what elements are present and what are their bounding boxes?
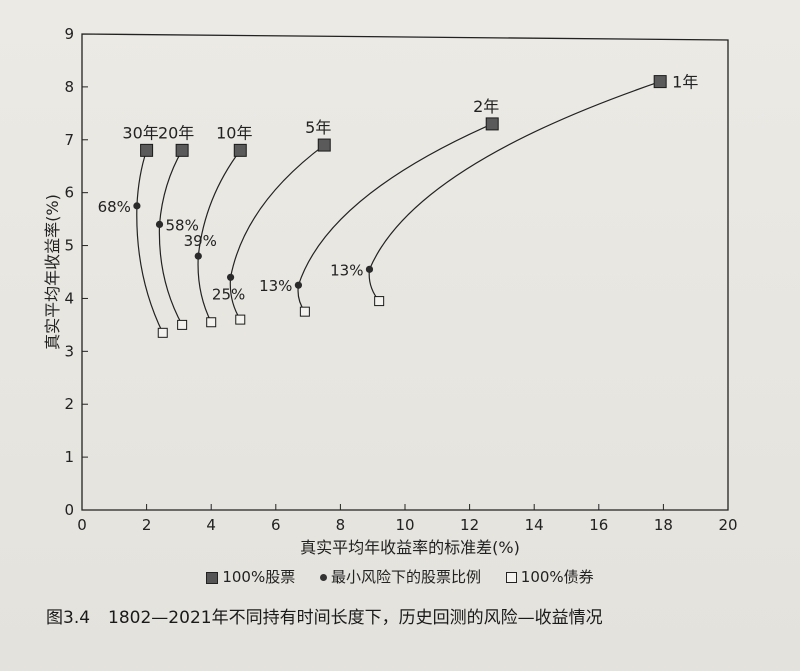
x-tick-label: 2 [142,516,152,534]
figure-caption-text: 1802—2021年不同持有时间长度下，历史回测的风险—收益情况 [108,608,603,628]
figure-number: 图3.4 [46,608,91,628]
chart-legend: 100%股票 最小风险下的股票比例 100%债券 [0,566,800,587]
minrisk-point [294,281,303,289]
y-tick-label: 3 [64,342,74,360]
bond-point [206,317,217,328]
plot-frame [81,33,729,511]
x-tick-label: 4 [206,516,216,534]
stock-point [653,75,667,89]
minrisk-label: 68% [98,198,131,216]
horizon-label: 20年 [158,123,194,142]
y-tick-label: 0 [64,501,74,519]
stock-point [485,117,499,131]
y-tick-label: 8 [64,78,74,96]
y-tick-label: 2 [64,395,74,413]
horizon-label: 5年 [305,118,331,137]
open-square-icon [505,572,517,583]
legend-item-stock: 100%股票 [206,568,295,586]
horizon-label: 30年 [122,123,158,142]
bond-point [157,327,168,338]
bond-point [177,319,188,330]
frontier-curve [158,150,183,326]
figure-caption: 图3.4 1802—2021年不同持有时间长度下，历史回测的风险—收益情况 [46,603,786,628]
minrisk-point [155,220,164,228]
stock-point [317,138,331,152]
x-tick-label: 18 [654,516,673,534]
y-axis-label: 真实平均年收益率(%) [43,194,62,350]
minrisk-label: 13% [330,261,363,279]
x-tick-label: 8 [336,516,346,534]
x-axis-label: 真实平均年收益率的标准差(%) [300,538,520,557]
x-tick-label: 10 [395,516,414,534]
y-tick-label: 4 [64,289,74,307]
minrisk-point [226,273,235,281]
x-tick-label: 0 [77,516,87,534]
minrisk-point [365,265,374,273]
minrisk-label: 58% [166,216,199,234]
x-tick-label: 6 [271,516,281,534]
horizon-label: 10年 [216,123,252,142]
minrisk-point [133,202,141,210]
legend-item-bond: 100%债券 [505,568,594,586]
frontier-curve [368,81,661,302]
horizon-label: 1年 [672,73,698,92]
filled-square-icon [206,571,219,584]
legend-item-minrisk: 最小风险下的股票比例 [319,568,481,586]
legend-label-bond: 100%债券 [520,568,594,586]
minrisk-label: 13% [259,277,292,295]
frontier-curve [136,150,164,334]
x-tick-label: 14 [525,516,544,534]
filled-dot-icon [319,574,327,581]
horizon-label: 2年 [473,97,499,116]
stock-point [175,143,189,157]
y-tick-label: 9 [64,25,74,43]
bond-point [299,306,310,317]
x-tick-label: 12 [460,516,479,534]
y-tick-label: 1 [64,448,74,466]
marks-layer: 1年 13% 2年 13% 5年 25% 10年 39% 20年 58% 30年 68% [98,73,698,338]
stock-point [233,143,247,157]
bond-point [235,314,246,325]
y-tick-label: 5 [64,237,74,255]
minrisk-point [194,252,202,260]
frontier-curve [297,123,493,313]
y-tick-label: 7 [64,131,74,149]
minrisk-label: 39% [184,232,217,250]
y-tick-label: 6 [64,184,74,202]
x-tick-label: 20 [718,516,737,534]
bond-point [374,296,385,307]
frontier-curve [229,144,325,320]
x-tick-label: 16 [589,516,608,534]
legend-label-minrisk: 最小风险下的股票比例 [330,568,481,586]
minrisk-label: 25% [212,285,245,303]
legend-label-stock: 100%股票 [222,568,296,586]
stock-point [140,143,154,157]
